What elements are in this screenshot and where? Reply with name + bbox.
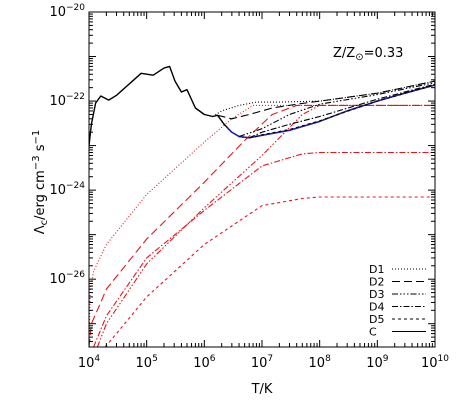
x-tick-label: 1010 [421, 354, 449, 371]
series-d5-total-line [249, 84, 435, 139]
x-tick-label: 107 [251, 354, 273, 371]
series-d2-total-line [217, 80, 435, 120]
plot-frame [88, 11, 436, 348]
x-tick-label: 109 [366, 354, 389, 371]
series-d4-line [93, 151, 435, 347]
x-tick-label: 105 [136, 354, 158, 371]
y-axis-label: Λc/erg cm−3 s−1 [31, 130, 50, 235]
series-d2-line [89, 104, 435, 347]
x-tick-label: 106 [193, 354, 216, 371]
series-d3-line [96, 104, 435, 347]
legend-label-c: C [369, 326, 377, 339]
series-d5-line [104, 196, 435, 347]
legend-label-d3: D3 [369, 288, 384, 301]
series-layer [89, 65, 435, 347]
legend-label-d1: D1 [369, 263, 384, 276]
x-axis-label: T/K [251, 382, 273, 397]
series-d3-total-line [238, 82, 435, 138]
legend-label-d5: D5 [369, 313, 384, 326]
legend-label-d4: D4 [369, 301, 384, 314]
annotation: Z/Z⊙=0.33 [333, 46, 403, 63]
y-tick-label: 10−20 [49, 3, 85, 20]
y-tick-label: 10−22 [49, 92, 85, 109]
series-d4-total-line [248, 83, 435, 139]
series-c-blue-line [226, 84, 435, 139]
tick-layer [88, 11, 436, 348]
series-d1-line [89, 104, 435, 347]
y-tick-label: 10−24 [49, 181, 85, 198]
x-tick-label: 104 [78, 354, 101, 371]
x-tick-label: 108 [309, 354, 332, 371]
y-tick-label: 10−26 [49, 270, 85, 287]
series-c-line [89, 65, 435, 146]
legend-label-d2: D2 [369, 276, 384, 289]
series-d1-total-line [212, 80, 435, 117]
